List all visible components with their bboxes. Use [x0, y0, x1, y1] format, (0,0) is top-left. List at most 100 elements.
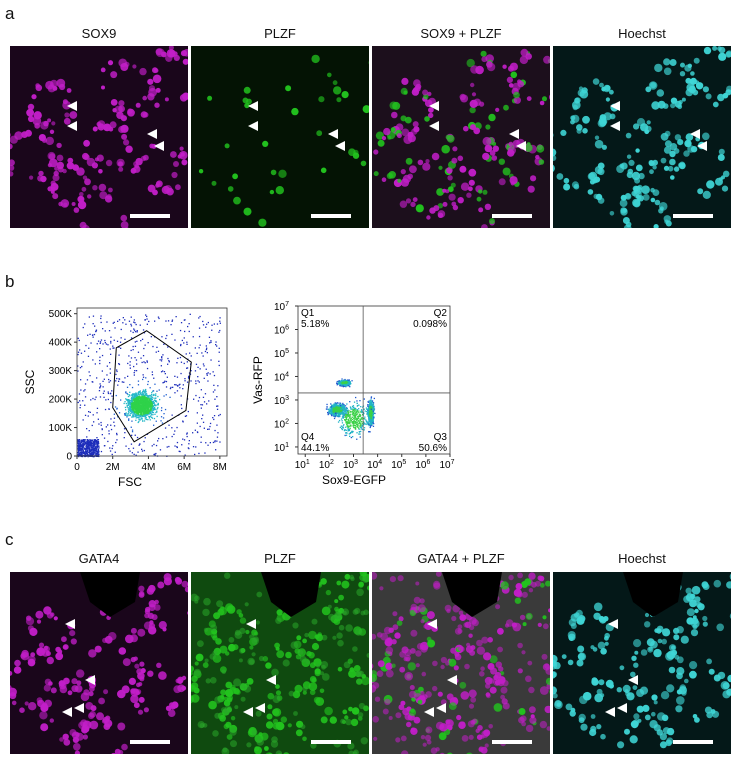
- quadrant-percent: 44.1%: [301, 443, 329, 454]
- scale-bar: [311, 214, 351, 218]
- scale-bar: [492, 214, 532, 218]
- y-tick-label: 101: [274, 442, 289, 454]
- caption-c-plzf: PLZF: [264, 551, 296, 566]
- arrowhead-icon: [255, 703, 265, 713]
- arrowhead-icon: [424, 707, 434, 717]
- y-tick-label: 400K: [49, 338, 73, 349]
- arrowhead-icon: [147, 129, 157, 139]
- arrowhead-icon: [690, 129, 700, 139]
- arrowhead-icon: [628, 675, 638, 685]
- micrograph-c-merge: [372, 572, 550, 754]
- y-tick-label: 300K: [49, 366, 73, 377]
- arrowhead-icon: [427, 619, 437, 629]
- arrowhead-icon: [516, 141, 526, 151]
- quadrant-percent: 0.098%: [413, 319, 447, 330]
- caption-a-merge: SOX9 + PLZF: [420, 26, 502, 41]
- scale-bar: [492, 740, 532, 744]
- arrowhead-icon: [610, 101, 620, 111]
- x-axis-label: FSC: [118, 475, 142, 489]
- x-axis-label: Sox9-EGFP: [322, 473, 386, 487]
- x-tick-label: 0: [74, 462, 80, 473]
- scale-bar: [311, 740, 351, 744]
- x-tick-label: 104: [367, 459, 382, 471]
- arrowhead-icon: [429, 101, 439, 111]
- x-tick-label: 8M: [213, 462, 227, 473]
- y-tick-label: 104: [274, 371, 289, 383]
- event-cloud: [77, 313, 221, 458]
- arrowhead-icon: [154, 141, 164, 151]
- scale-bar: [673, 740, 713, 744]
- y-tick-label: 100K: [49, 423, 73, 434]
- caption-c-hoechst: Hoechst: [618, 551, 666, 566]
- arrowhead-icon: [65, 619, 75, 629]
- y-tick-label: 103: [274, 395, 289, 407]
- scale-bar: [130, 214, 170, 218]
- caption-a-hoechst: Hoechst: [618, 26, 666, 41]
- arrowhead-icon: [67, 101, 77, 111]
- x-tick-label: 103: [343, 459, 358, 471]
- x-tick-label: 102: [319, 459, 334, 471]
- arrowhead-icon: [509, 129, 519, 139]
- plot-frame: [297, 305, 451, 455]
- x-tick-label: 2M: [106, 462, 120, 473]
- scatter-plot-fsc-ssc: 0 2M 4M 6M 8M 0 100K 200K 300K 400K 500K FSC SSC: [23, 307, 228, 489]
- arrowhead-icon: [74, 703, 84, 713]
- x-tick-label: 107: [439, 459, 454, 471]
- panel-letter-b: b: [5, 272, 15, 291]
- y-tick-label: 105: [274, 348, 289, 360]
- quadrant-name: Q2: [434, 308, 448, 319]
- arrowhead-icon: [328, 129, 338, 139]
- micrograph-a-sox9: [10, 46, 188, 228]
- arrowhead-icon: [248, 101, 258, 111]
- arrowhead-icon: [85, 675, 95, 685]
- quadrant-name: Q1: [301, 308, 315, 319]
- gate-polygon: [112, 330, 192, 443]
- arrowhead-icon: [266, 675, 276, 685]
- caption-c-merge: GATA4 + PLZF: [417, 551, 505, 566]
- panel-letter-c: c: [5, 530, 14, 549]
- y-tick-label: 0: [66, 452, 72, 463]
- x-tick-label: 105: [391, 459, 406, 471]
- x-tick-label: 106: [415, 459, 430, 471]
- quadrant-name: Q3: [434, 432, 448, 443]
- y-tick-label: 106: [274, 324, 289, 336]
- arrowhead-icon: [447, 675, 457, 685]
- panel-letter-a: a: [5, 4, 15, 23]
- x-tick-label: 4M: [141, 462, 155, 473]
- quadrant-name: Q4: [301, 432, 315, 443]
- micrograph-a-plzf: [191, 46, 369, 228]
- quadrant-percent: 5.18%: [301, 319, 329, 330]
- arrowhead-icon: [248, 121, 258, 131]
- scale-bar: [673, 214, 713, 218]
- y-tick-label: 500K: [49, 309, 73, 320]
- arrowhead-icon: [617, 703, 627, 713]
- arrowhead-icon: [429, 121, 439, 131]
- arrowhead-icon: [605, 707, 615, 717]
- micrograph-a-hoechst: [553, 46, 731, 228]
- micrograph-c-hoechst: [553, 572, 731, 754]
- caption-a-plzf: PLZF: [264, 26, 296, 41]
- arrowhead-icon: [335, 141, 345, 151]
- x-tick-label: 101: [295, 459, 310, 471]
- arrowhead-icon: [243, 707, 253, 717]
- caption-c-gata4: GATA4: [78, 551, 120, 566]
- arrowhead-icon: [697, 141, 707, 151]
- arrowhead-icon: [436, 703, 446, 713]
- micrograph-c-gata4: [10, 572, 188, 754]
- tile-background: [10, 46, 188, 228]
- arrowhead-icon: [62, 707, 72, 717]
- quadrant-percent: 50.6%: [419, 443, 447, 454]
- micrograph-c-plzf: [191, 572, 369, 754]
- y-axis-label: SSC: [23, 369, 37, 394]
- arrowhead-icon: [246, 619, 256, 629]
- arrowhead-icon: [610, 121, 620, 131]
- caption-a-sox9: SOX9: [81, 26, 117, 41]
- x-tick-label: 6M: [177, 462, 191, 473]
- tile-background: [191, 46, 369, 228]
- plot-frame: [76, 307, 228, 457]
- y-tick-label: 102: [274, 418, 289, 430]
- micrograph-a-merge: [372, 46, 550, 228]
- y-axis-label: Vas-RFP: [251, 356, 265, 404]
- event-cloud: [325, 378, 376, 440]
